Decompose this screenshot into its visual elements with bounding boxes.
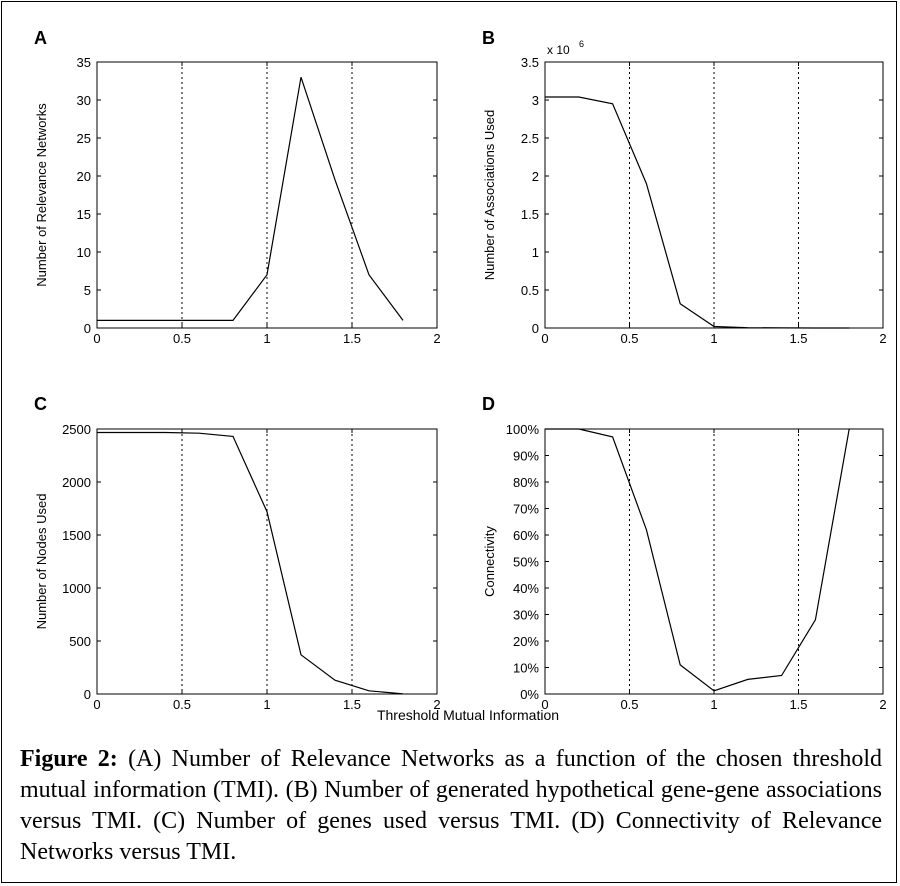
shared-x-axis-label: Threshold Mutual Information	[377, 707, 559, 723]
y-tick-label: 80%	[513, 475, 539, 490]
figure-panels: Threshold Mutual Information A0 0.5 1 1.5 20…	[34, 28, 887, 723]
y-tick-label: 100%	[506, 422, 540, 437]
y-tick-label: 1.5	[521, 207, 539, 222]
panel-letter: D	[482, 394, 495, 414]
y-tick-label: 0	[84, 687, 91, 702]
y-tick-label: 0	[84, 321, 91, 336]
y-tick-label: 0.5	[521, 283, 539, 298]
x-tick-label: 0.5	[173, 697, 191, 712]
y-tick-label: 20	[77, 169, 91, 184]
y-tick-label: 5	[84, 283, 91, 298]
y-axis-label: Connectivity	[482, 526, 497, 597]
y-tick-label: 20%	[513, 634, 539, 649]
y-tick-label: 15	[77, 207, 91, 222]
y-tick-label: 60%	[513, 528, 539, 543]
figure-caption: Figure 2: (A) Number of Relevance Networ…	[20, 744, 882, 868]
panel-c: C 0 0.5 1 1.5 2 0 500 1000 1500 2000 2500 Number of …	[34, 394, 441, 712]
y-tick-label: 0%	[520, 687, 539, 702]
y-tick-label: 25	[77, 131, 91, 146]
x-tick-label: 1.5	[343, 331, 361, 346]
y-tick-label: 3	[532, 93, 539, 108]
panel-letter: C	[34, 394, 47, 414]
caption-label: Figure 2:	[20, 746, 118, 772]
y-tick-label: 0	[532, 321, 539, 336]
y-tick-label: 2	[532, 169, 539, 184]
y-tick-label: 35	[77, 55, 91, 70]
x-tick-label: 1	[710, 331, 717, 346]
x-tick-label: 0	[541, 697, 548, 712]
panel-letter: A	[34, 28, 47, 48]
y-axis-label: Number of Nodes Used	[34, 494, 49, 630]
x-tick-label: 0	[93, 697, 100, 712]
y-tick-label: 40%	[513, 581, 539, 596]
x-tick-label: 1.5	[789, 697, 807, 712]
data-line	[545, 96, 850, 329]
y-tick-label: 1	[532, 245, 539, 260]
y-tick-label: 30%	[513, 608, 539, 623]
y-axis-label: Number of Relevance Networks	[34, 103, 49, 287]
y-tick-label: 50%	[513, 555, 539, 570]
x-tick-label: 0	[93, 331, 100, 346]
y-tick-label: 1000	[62, 581, 91, 596]
y-axis-multiplier-exponent: 6	[579, 39, 584, 49]
x-tick-label: 2	[879, 697, 886, 712]
y-tick-label: 2000	[62, 475, 91, 490]
y-tick-label: 500	[69, 634, 91, 649]
panel-letter: B	[482, 28, 495, 48]
x-tick-label: 2	[433, 331, 440, 346]
y-axis-multiplier: x 10	[547, 43, 570, 57]
y-tick-label: 10%	[513, 661, 539, 676]
x-tick-label: 1	[710, 697, 717, 712]
x-tick-label: 0.5	[620, 331, 638, 346]
y-tick-label: 70%	[513, 502, 539, 517]
y-tick-label: 2.5	[521, 131, 539, 146]
y-tick-label: 3.5	[521, 55, 539, 70]
y-tick-label: 10	[77, 245, 91, 260]
x-tick-label: 1.5	[343, 697, 361, 712]
x-tick-label: 0.5	[620, 697, 638, 712]
data-line	[545, 428, 850, 692]
x-tick-label: 1.5	[789, 331, 807, 346]
panel-b: B 0 0.5 1 1.5 2 0 0.5 1 1.5 2 2.5 3 3.5 Number of Asso…	[482, 28, 887, 346]
x-tick-label: 1	[263, 697, 270, 712]
data-line	[97, 77, 404, 321]
y-tick-label: 1500	[62, 528, 91, 543]
x-tick-label: 2	[433, 697, 440, 712]
y-tick-label: 30	[77, 93, 91, 108]
x-tick-label: 2	[879, 331, 886, 346]
panel-d: D0 0.5 1 1.5 20%10%20%30%40%50%60%70%80%90%1…	[482, 394, 887, 712]
y-tick-label: 2500	[62, 422, 91, 437]
data-line	[97, 431, 404, 695]
x-tick-label: 0	[541, 331, 548, 346]
caption-text: (A) Number of Relevance Networks as a fu…	[20, 746, 883, 865]
x-tick-label: 0.5	[173, 331, 191, 346]
x-tick-label: 1	[263, 331, 270, 346]
y-tick-label: 90%	[513, 449, 539, 464]
y-axis-label: Number of Associations Used	[482, 110, 497, 281]
